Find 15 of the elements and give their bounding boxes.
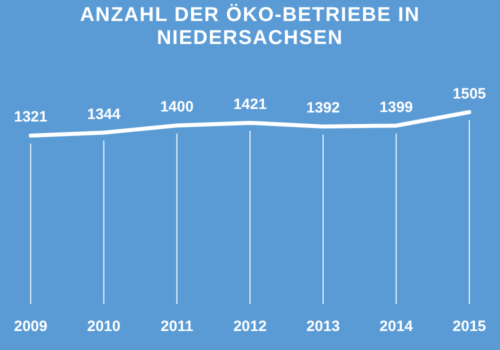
x-tick-label: 2013 <box>306 318 340 336</box>
data-label: 1400 <box>160 98 194 116</box>
data-label: 1392 <box>306 100 340 117</box>
data-label: 1505 <box>452 85 486 102</box>
x-tick-label: 2011 <box>160 318 194 336</box>
x-tick-label: 2015 <box>452 318 486 336</box>
x-tick-label: 2010 <box>87 318 120 336</box>
chart-title: ANZAHL DER ÖKO-BETRIEBE IN NIEDERSACHSEN <box>78 4 422 50</box>
x-tick-label: 2009 <box>14 318 48 336</box>
data-label: 1399 <box>380 98 413 116</box>
x-tick-label: 2012 <box>233 318 267 336</box>
data-label: 1321 <box>14 108 48 126</box>
x-tick-label: 2014 <box>380 318 414 336</box>
data-label: 1344 <box>87 106 122 123</box>
data-label: 1421 <box>233 96 267 113</box>
